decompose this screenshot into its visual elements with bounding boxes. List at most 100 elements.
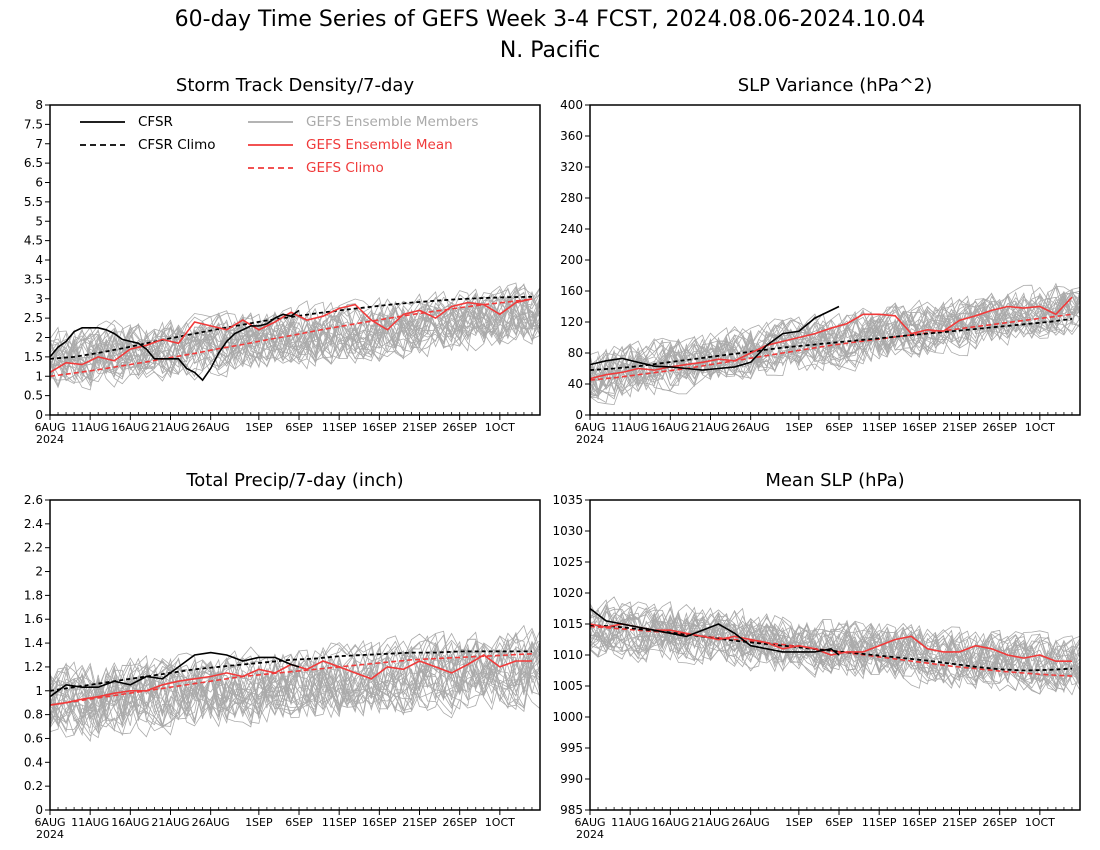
ensemble-member-line <box>589 611 1081 692</box>
x-tick-label: 6AUG <box>34 421 65 434</box>
ensemble-members <box>589 596 1081 696</box>
ensemble-members <box>589 282 1081 406</box>
y-tick-label: 320 <box>560 160 583 174</box>
ensemble-member-line <box>49 288 541 382</box>
figure-subtitle-region: N. Pacific <box>500 38 600 63</box>
x-tick-label: 26AUG <box>732 421 770 434</box>
y-tick-label: 280 <box>560 191 583 205</box>
x-tick-label: 16AUG <box>111 421 149 434</box>
ensemble-member-line <box>589 290 1081 406</box>
y-tick-label: 240 <box>560 222 583 236</box>
y-tick-label: 0.5 <box>24 389 43 403</box>
y-tick-label: 1.4 <box>24 636 43 650</box>
cfsr-climo-line <box>589 624 1073 672</box>
plot-frame <box>49 499 541 811</box>
x-tick-label: 11AUG <box>611 816 649 829</box>
x-tick-label: 1OCT <box>1025 421 1055 434</box>
ensemble-member-line <box>589 301 1081 398</box>
y-tick-label: 2.6 <box>24 493 43 507</box>
y-tick-label: 1030 <box>552 524 583 538</box>
legend-cfsr-label: CFSR <box>138 114 173 130</box>
x-year-label: 2024 <box>36 433 64 446</box>
x-tick-label: 21AUG <box>151 816 189 829</box>
x-tick-label: 6SEP <box>825 421 853 434</box>
ensemble-member-line <box>49 630 541 728</box>
x-year-label: 2024 <box>36 828 64 841</box>
ensemble-member-line <box>589 617 1081 684</box>
y-tick-label: 400 <box>560 98 583 112</box>
ensemble-member-line <box>589 610 1081 685</box>
y-tick-label: 0.4 <box>24 755 43 769</box>
ensemble-member-line <box>589 299 1081 397</box>
y-tick-label: 360 <box>560 129 583 143</box>
x-tick-label: 16AUG <box>111 816 149 829</box>
x-tick-label: 11AUG <box>71 816 109 829</box>
ensemble-members <box>49 282 541 391</box>
panel-title: SLP Variance (hPa^2) <box>738 75 933 96</box>
y-tick-label: 4 <box>35 253 43 267</box>
y-tick-label: 7.5 <box>24 117 43 131</box>
cfsr-line <box>589 607 840 656</box>
x-tick-label: 21SEP <box>402 816 437 829</box>
y-tick-label: 6.5 <box>24 156 43 170</box>
y-tick-label: 995 <box>560 741 583 755</box>
x-tick-label: 6AUG <box>574 421 605 434</box>
x-tick-label: 26SEP <box>982 816 1017 829</box>
x-tick-label: 6SEP <box>825 816 853 829</box>
y-tick-label: 1010 <box>552 648 583 662</box>
ensemble-member-line <box>49 635 541 725</box>
ensemble-member-line <box>589 292 1081 398</box>
x-tick-label: 6AUG <box>34 816 65 829</box>
legend-gefs-ensemble-mean-label: GEFS Ensemble Mean <box>306 137 453 153</box>
y-tick-label: 0.8 <box>24 708 43 722</box>
y-tick-label: 5 <box>35 214 43 228</box>
y-tick-label: 0.6 <box>24 731 43 745</box>
legend-gefs-members-label: GEFS Ensemble Members <box>306 114 478 130</box>
y-tick-label: 4.5 <box>24 234 43 248</box>
cfsr-climo-line <box>589 318 1073 371</box>
x-tick-label: 16AUG <box>651 421 689 434</box>
ensemble-member-line <box>589 612 1081 687</box>
ensemble-member-line <box>49 292 541 377</box>
ensemble-member-line <box>589 614 1081 682</box>
ensemble-member-line <box>49 630 541 728</box>
x-tick-label: 11SEP <box>322 421 357 434</box>
x-tick-label: 21AUG <box>691 421 729 434</box>
gefs-ensemble-mean-line <box>589 623 1072 663</box>
ensemble-member-line <box>49 645 541 738</box>
y-tick-label: 1 <box>35 684 43 698</box>
x-tick-label: 1SEP <box>245 421 273 434</box>
y-tick-label: 1000 <box>552 710 583 724</box>
ensemble-member-line <box>49 641 541 735</box>
cfsr-line <box>49 309 300 382</box>
y-tick-label: 7 <box>35 137 43 151</box>
y-tick-label: 1.6 <box>24 612 43 626</box>
x-tick-label: 6SEP <box>285 421 313 434</box>
gefs-ensemble-mean-line <box>49 298 533 374</box>
x-tick-label: 26AUG <box>192 421 230 434</box>
y-tick-label: 6 <box>35 176 43 190</box>
y-tick-label: 120 <box>560 315 583 329</box>
y-tick-label: 1.2 <box>24 660 43 674</box>
y-tick-label: 0.2 <box>24 779 43 793</box>
legend: CFSR CFSR Climo GEFS Ensemble Members GEFS … <box>80 114 478 176</box>
cfsr-line <box>589 305 840 371</box>
y-tick-label: 1.5 <box>24 350 43 364</box>
y-tick-label: 1 <box>35 369 43 383</box>
ensemble-member-line <box>49 295 541 383</box>
x-tick-label: 11AUG <box>611 421 649 434</box>
ensemble-member-line <box>49 302 541 384</box>
legend-cfsr-climo-label: CFSR Climo <box>138 137 216 153</box>
ensemble-member-line <box>49 293 541 375</box>
x-tick-label: 11AUG <box>71 421 109 434</box>
x-tick-label: 1SEP <box>785 421 813 434</box>
x-tick-label: 6AUG <box>574 816 605 829</box>
panel-storm-track-density: Storm Track Density/7-day 0 0.5 1 1.5 2 2.5 3 3.… <box>24 75 541 446</box>
cfsr-climo-line <box>49 295 533 360</box>
panel-slp-variance: SLP Variance (hPa^2) 0 40 80 120 160 200 240 280… <box>560 75 1081 446</box>
x-tick-label: 26SEP <box>442 421 477 434</box>
y-tick-label: 2 <box>35 331 43 345</box>
y-tick-label: 0 <box>35 408 43 422</box>
x-tick-label: 16SEP <box>902 816 937 829</box>
